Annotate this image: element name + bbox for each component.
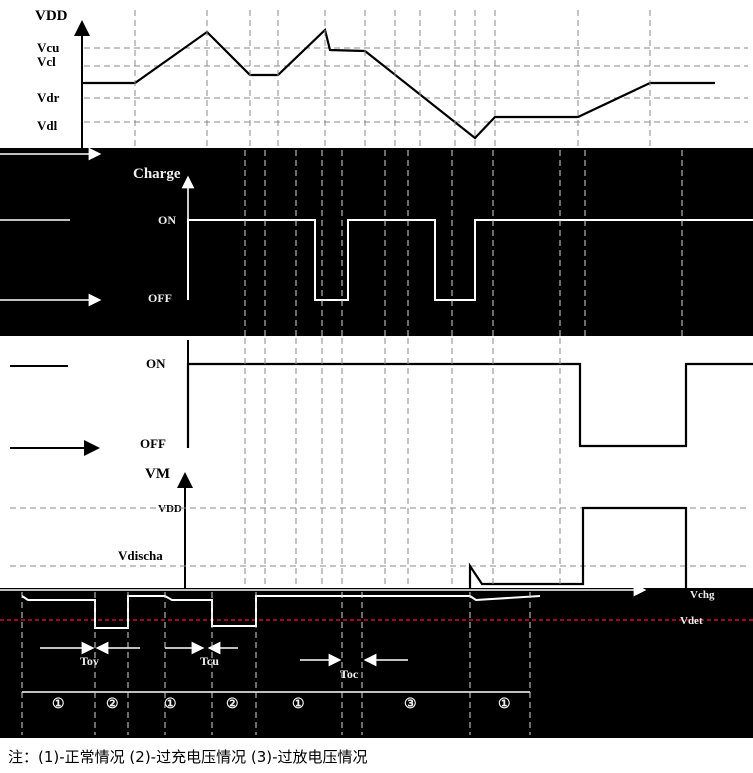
vdd-panel: VDD Vcu Vcl Vdr Vdl — [35, 8, 748, 148]
state-label-5: ① — [292, 697, 305, 712]
charge-off-label: OFF — [148, 291, 172, 305]
state-label-1: ① — [52, 697, 65, 712]
state-label-6: ③ — [404, 697, 417, 712]
event-lines — [21, 10, 683, 735]
vdl-label: Vdl — [37, 118, 58, 133]
state-label-7: ① — [498, 697, 511, 712]
state-label-3: ① — [164, 697, 177, 712]
vdr-label: Vdr — [37, 90, 60, 105]
timing-panel-bg — [0, 588, 540, 738]
vm-vdd-label: VDD — [158, 503, 182, 515]
vdet-label: Vdet — [680, 615, 703, 627]
charge-panel-bg — [0, 148, 753, 336]
vm-pulse-waveform — [21, 595, 541, 629]
vm-waveform — [468, 506, 688, 588]
state-label-4: ② — [226, 697, 239, 712]
state-label-2: ② — [106, 697, 119, 712]
charge-on-label: ON — [158, 213, 176, 227]
discharge-waveform — [186, 362, 753, 448]
timing-panel: Vchg Vdet Tov Tcu Toc ① ② ① ② ① ③ ① — [0, 583, 753, 738]
vcu-label: Vcu — [37, 40, 59, 55]
discharge-title: Discharge — [128, 318, 192, 334]
vdischa-label: Vdischa — [118, 548, 163, 563]
vcl-label: Vcl — [37, 54, 56, 69]
timing-panel-bg-right — [540, 588, 753, 738]
tov-label: Tov — [80, 654, 99, 668]
charge-panel: Charge ON OFF — [0, 147, 753, 336]
vm-title: VM — [145, 466, 170, 482]
footnote: 注：(1)-正常情况 (2)-过充电压情况 (3)-过放电压情况 — [8, 748, 368, 766]
discharge-off-label: OFF — [140, 436, 166, 451]
vchg-label: Vchg — [690, 589, 715, 601]
vdd-title: VDD — [35, 8, 68, 24]
charge-waveform — [187, 219, 753, 301]
toc-label: Toc — [340, 667, 359, 681]
vm-panel: VM VDD Vdischa — [10, 466, 748, 588]
charge-title: Charge — [133, 166, 181, 182]
discharge-on-label: ON — [146, 356, 166, 371]
tcu-label: Tcu — [200, 654, 219, 668]
discharge-panel: Discharge ON OFF — [10, 318, 753, 456]
